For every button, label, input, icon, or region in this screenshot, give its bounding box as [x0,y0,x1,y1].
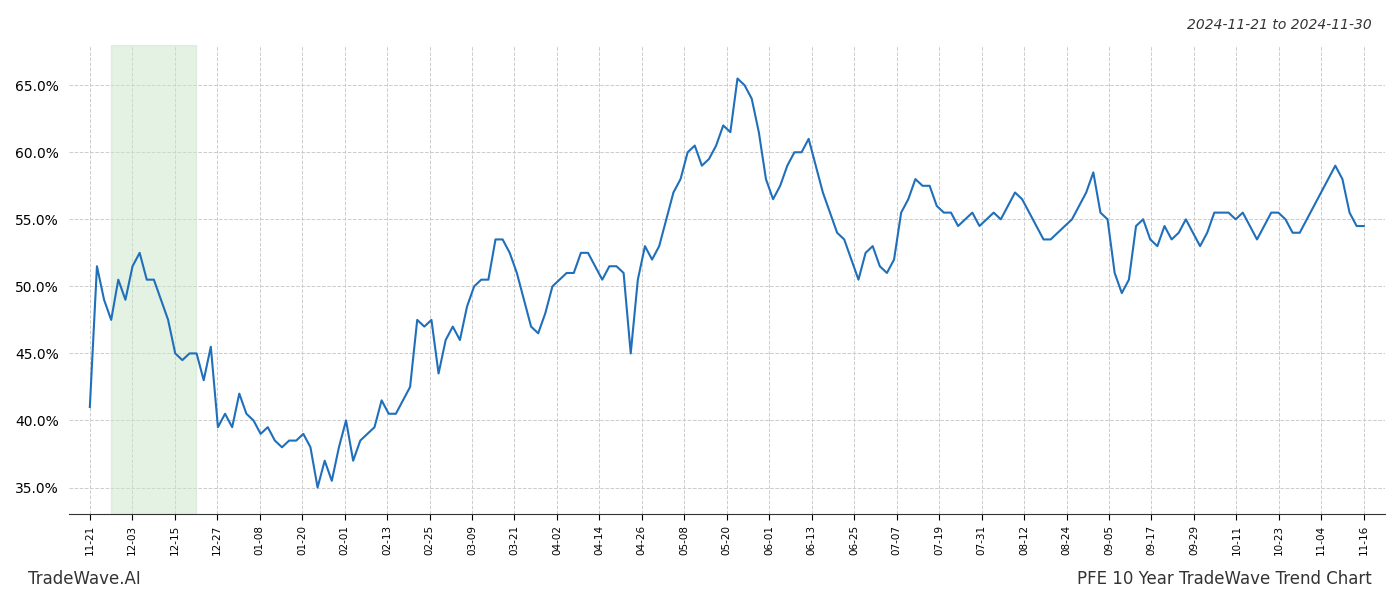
Bar [111,45,196,514]
Text: PFE 10 Year TradeWave Trend Chart: PFE 10 Year TradeWave Trend Chart [1077,570,1372,588]
Text: TradeWave.AI: TradeWave.AI [28,570,141,588]
Text: 2024-11-21 to 2024-11-30: 2024-11-21 to 2024-11-30 [1187,18,1372,32]
